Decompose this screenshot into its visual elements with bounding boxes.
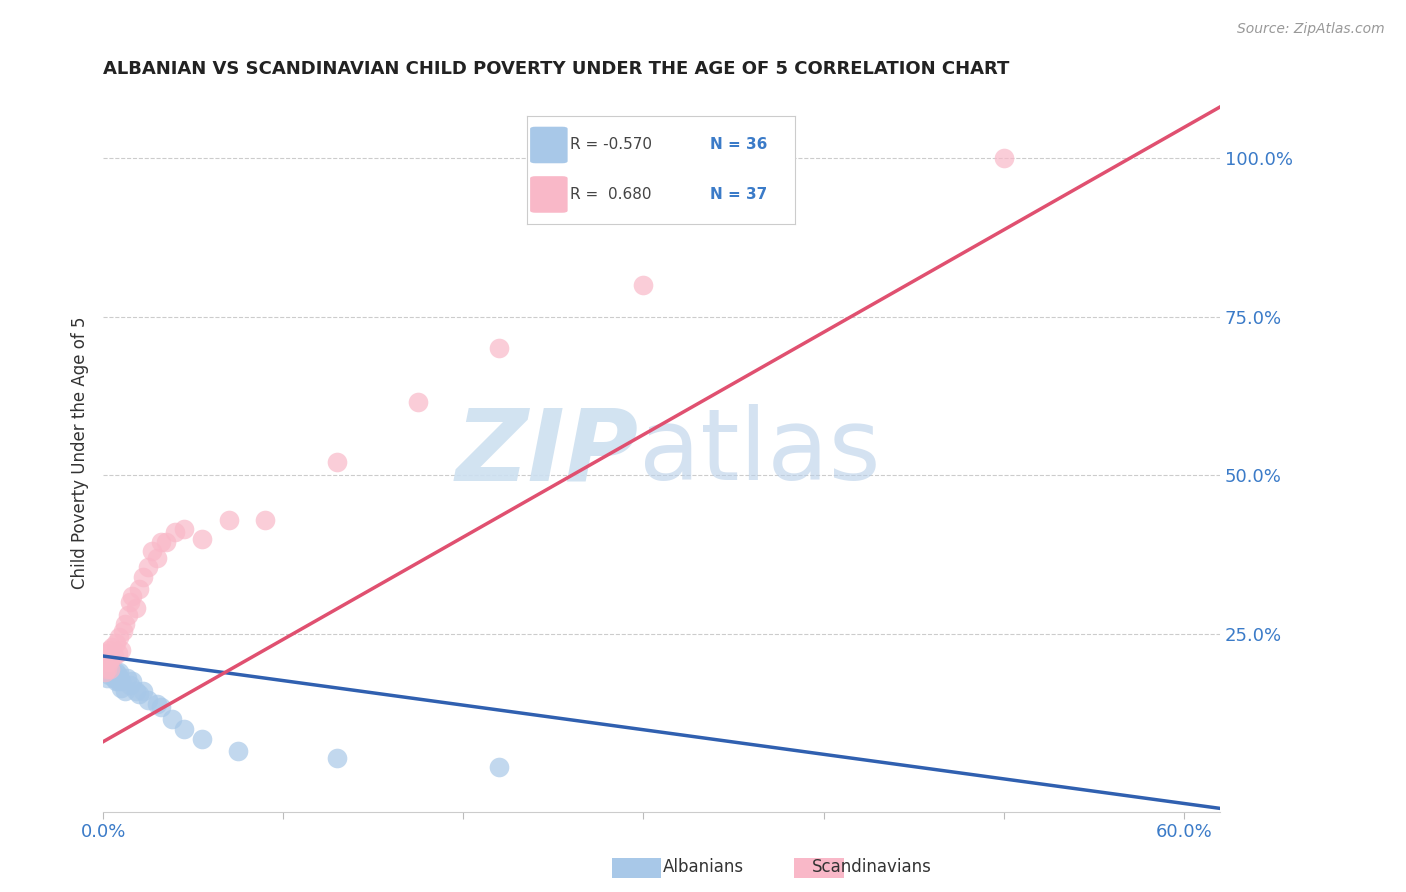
Point — [103, 648, 125, 663]
Point — [108, 665, 131, 679]
Text: ZIP: ZIP — [456, 404, 640, 501]
Point — [114, 684, 136, 698]
Point — [110, 674, 132, 689]
Text: Albanians: Albanians — [662, 858, 744, 876]
Point — [136, 693, 159, 707]
Point — [96, 662, 118, 676]
Point — [146, 697, 169, 711]
Point — [97, 662, 120, 676]
Point — [124, 601, 146, 615]
Point — [408, 395, 430, 409]
Point — [173, 722, 195, 736]
Point — [191, 532, 214, 546]
Point — [115, 671, 138, 685]
Point — [149, 699, 172, 714]
Point — [107, 674, 129, 689]
Point — [121, 589, 143, 603]
Point — [103, 668, 125, 682]
Point — [98, 652, 121, 666]
Point — [149, 534, 172, 549]
Point — [94, 662, 117, 676]
Point — [128, 582, 150, 597]
Point — [124, 684, 146, 698]
Point — [98, 658, 121, 673]
Point — [101, 665, 124, 679]
Point — [101, 640, 124, 654]
Point — [218, 513, 240, 527]
Point — [120, 677, 142, 691]
Point — [98, 662, 121, 676]
Point — [160, 713, 183, 727]
Point — [97, 656, 120, 670]
Point — [96, 646, 118, 660]
Point — [155, 534, 177, 549]
Point — [117, 607, 139, 622]
Point — [165, 525, 187, 540]
Point — [107, 668, 129, 682]
Point — [132, 570, 155, 584]
Point — [488, 341, 510, 355]
Point — [254, 513, 277, 527]
Point — [141, 544, 163, 558]
Point — [136, 560, 159, 574]
Point — [114, 617, 136, 632]
Point — [326, 455, 349, 469]
Point — [108, 671, 131, 685]
Point — [97, 642, 120, 657]
Point — [96, 671, 118, 685]
Point — [488, 760, 510, 774]
Point — [94, 656, 117, 670]
Text: Scandinavians: Scandinavians — [811, 858, 932, 876]
Point — [94, 652, 117, 666]
Point — [146, 550, 169, 565]
Point — [993, 151, 1015, 165]
Point — [120, 595, 142, 609]
Point — [101, 668, 124, 682]
Point — [132, 684, 155, 698]
Point — [633, 277, 655, 292]
Point — [104, 636, 127, 650]
Point — [94, 665, 117, 679]
Point — [97, 668, 120, 682]
Point — [111, 624, 134, 638]
Point — [110, 681, 132, 695]
Text: Source: ZipAtlas.com: Source: ZipAtlas.com — [1237, 22, 1385, 37]
Point — [104, 665, 127, 679]
Text: atlas: atlas — [640, 404, 880, 501]
Point — [173, 522, 195, 536]
Y-axis label: Child Poverty Under the Age of 5: Child Poverty Under the Age of 5 — [72, 317, 89, 590]
Point — [108, 630, 131, 644]
Point — [326, 750, 349, 764]
Point — [107, 646, 129, 660]
Point — [226, 744, 249, 758]
Point — [191, 731, 214, 746]
Point — [128, 687, 150, 701]
Point — [121, 674, 143, 689]
Point — [96, 658, 118, 673]
Point — [110, 642, 132, 657]
Point — [103, 671, 125, 685]
Text: ALBANIAN VS SCANDINAVIAN CHILD POVERTY UNDER THE AGE OF 5 CORRELATION CHART: ALBANIAN VS SCANDINAVIAN CHILD POVERTY U… — [103, 60, 1010, 78]
Point — [104, 674, 127, 689]
Point — [98, 665, 121, 679]
